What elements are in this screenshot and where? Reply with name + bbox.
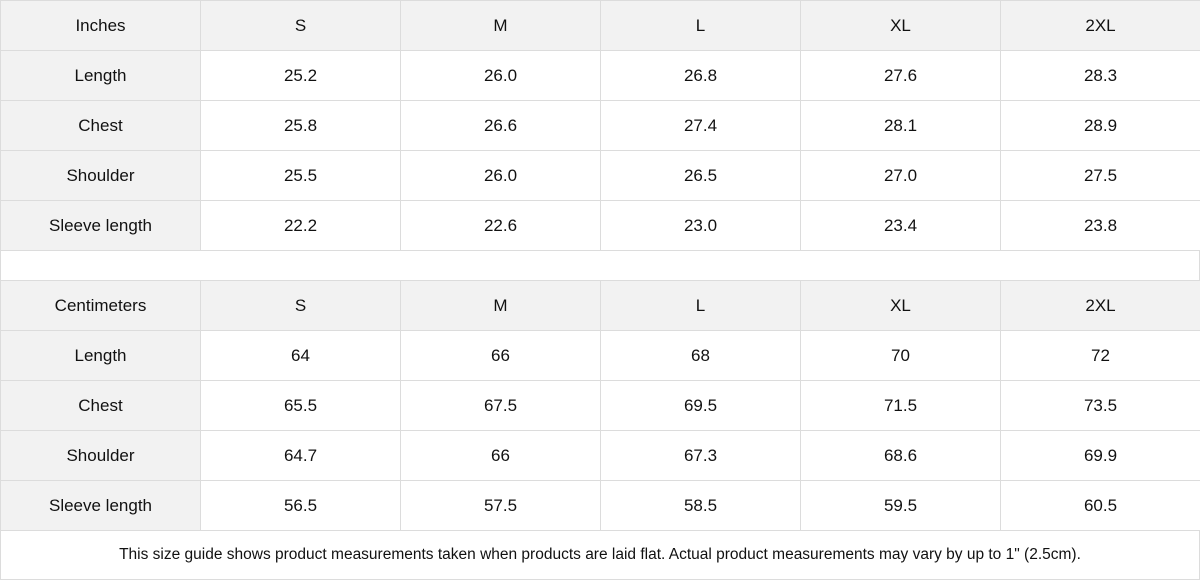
table-row: Sleeve length 22.2 22.6 23.0 23.4 23.8	[1, 201, 1200, 251]
measurement-value: 69.5	[601, 381, 801, 431]
measurement-value: 23.4	[801, 201, 1001, 251]
size-guide-footnote: This size guide shows product measuremen…	[1, 531, 1200, 580]
measurement-value: 23.0	[601, 201, 801, 251]
measurement-value: 27.5	[1001, 151, 1200, 201]
measurement-value: 60.5	[1001, 481, 1200, 531]
table-row: Length 64 66 68 70 72	[1, 331, 1200, 381]
measurement-value: 26.0	[401, 151, 601, 201]
measurement-label: Sleeve length	[1, 201, 201, 251]
table-row: Length 25.2 26.0 26.8 27.6 28.3	[1, 51, 1200, 101]
measurement-value: 71.5	[801, 381, 1001, 431]
measurement-label: Chest	[1, 101, 201, 151]
table-row: Sleeve length 56.5 57.5 58.5 59.5 60.5	[1, 481, 1200, 531]
measurement-value: 65.5	[201, 381, 401, 431]
measurement-value: 22.6	[401, 201, 601, 251]
measurement-value: 27.6	[801, 51, 1001, 101]
size-header: XL	[801, 1, 1001, 51]
measurement-value: 64.7	[201, 431, 401, 481]
measurement-value: 28.3	[1001, 51, 1200, 101]
measurement-value: 22.2	[201, 201, 401, 251]
measurement-value: 27.0	[801, 151, 1001, 201]
measurement-value: 73.5	[1001, 381, 1200, 431]
size-header: M	[401, 1, 601, 51]
measurement-value: 69.9	[1001, 431, 1200, 481]
measurement-value: 67.3	[601, 431, 801, 481]
measurement-label: Length	[1, 51, 201, 101]
measurement-value: 56.5	[201, 481, 401, 531]
size-header: L	[601, 281, 801, 331]
measurement-value: 72	[1001, 331, 1200, 381]
size-header: L	[601, 1, 801, 51]
measurement-value: 68	[601, 331, 801, 381]
measurement-value: 28.1	[801, 101, 1001, 151]
measurement-label: Shoulder	[1, 151, 201, 201]
measurement-value: 58.5	[601, 481, 801, 531]
measurement-value: 23.8	[1001, 201, 1200, 251]
measurement-value: 64	[201, 331, 401, 381]
unit-header: Inches	[1, 1, 201, 51]
measurement-value: 57.5	[401, 481, 601, 531]
size-header: 2XL	[1001, 1, 1200, 51]
size-header: M	[401, 281, 601, 331]
measurement-value: 27.4	[601, 101, 801, 151]
measurement-label: Chest	[1, 381, 201, 431]
table-row: Chest 65.5 67.5 69.5 71.5 73.5	[1, 381, 1200, 431]
measurement-value: 26.6	[401, 101, 601, 151]
table-header-row: Inches S M L XL 2XL	[1, 1, 1200, 51]
measurement-value: 66	[401, 331, 601, 381]
measurement-value: 26.5	[601, 151, 801, 201]
table-spacer	[1, 251, 1200, 281]
measurement-value: 26.0	[401, 51, 601, 101]
size-header: XL	[801, 281, 1001, 331]
measurement-value: 25.2	[201, 51, 401, 101]
table-row: Shoulder 64.7 66 67.3 68.6 69.9	[1, 431, 1200, 481]
table-row: Chest 25.8 26.6 27.4 28.1 28.9	[1, 101, 1200, 151]
measurement-value: 25.8	[201, 101, 401, 151]
measurement-label: Shoulder	[1, 431, 201, 481]
measurement-value: 68.6	[801, 431, 1001, 481]
measurement-value: 25.5	[201, 151, 401, 201]
measurement-label: Length	[1, 331, 201, 381]
measurement-value: 28.9	[1001, 101, 1200, 151]
measurement-label: Sleeve length	[1, 481, 201, 531]
inches-table: Inches S M L XL 2XL Length 25.2 26.0 26.8 27.6 28.3…	[1, 1, 1200, 251]
size-header: 2XL	[1001, 281, 1200, 331]
size-header: S	[201, 281, 401, 331]
unit-header: Centimeters	[1, 281, 201, 331]
centimeters-table: Centimeters S M L XL 2XL Length 64 66 68 70 72 Chest…	[1, 281, 1200, 531]
measurement-value: 59.5	[801, 481, 1001, 531]
table-header-row: Centimeters S M L XL 2XL	[1, 281, 1200, 331]
measurement-value: 70	[801, 331, 1001, 381]
table-row: Shoulder 25.5 26.0 26.5 27.0 27.5	[1, 151, 1200, 201]
size-header: S	[201, 1, 401, 51]
measurement-value: 66	[401, 431, 601, 481]
measurement-value: 26.8	[601, 51, 801, 101]
measurement-value: 67.5	[401, 381, 601, 431]
